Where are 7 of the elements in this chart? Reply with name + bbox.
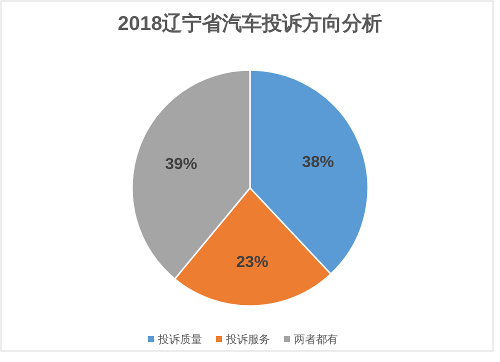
data-label: 38% — [302, 154, 334, 172]
legend-label: 两者都有 — [294, 333, 338, 346]
legend-label: 投诉质量 — [157, 333, 202, 346]
legend-label: 投诉服务 — [225, 333, 270, 346]
data-label: 23% — [236, 254, 268, 272]
data-label: 39% — [165, 156, 198, 174]
chart-title: 2018辽宁省汽车投诉方向分析 — [118, 12, 382, 35]
